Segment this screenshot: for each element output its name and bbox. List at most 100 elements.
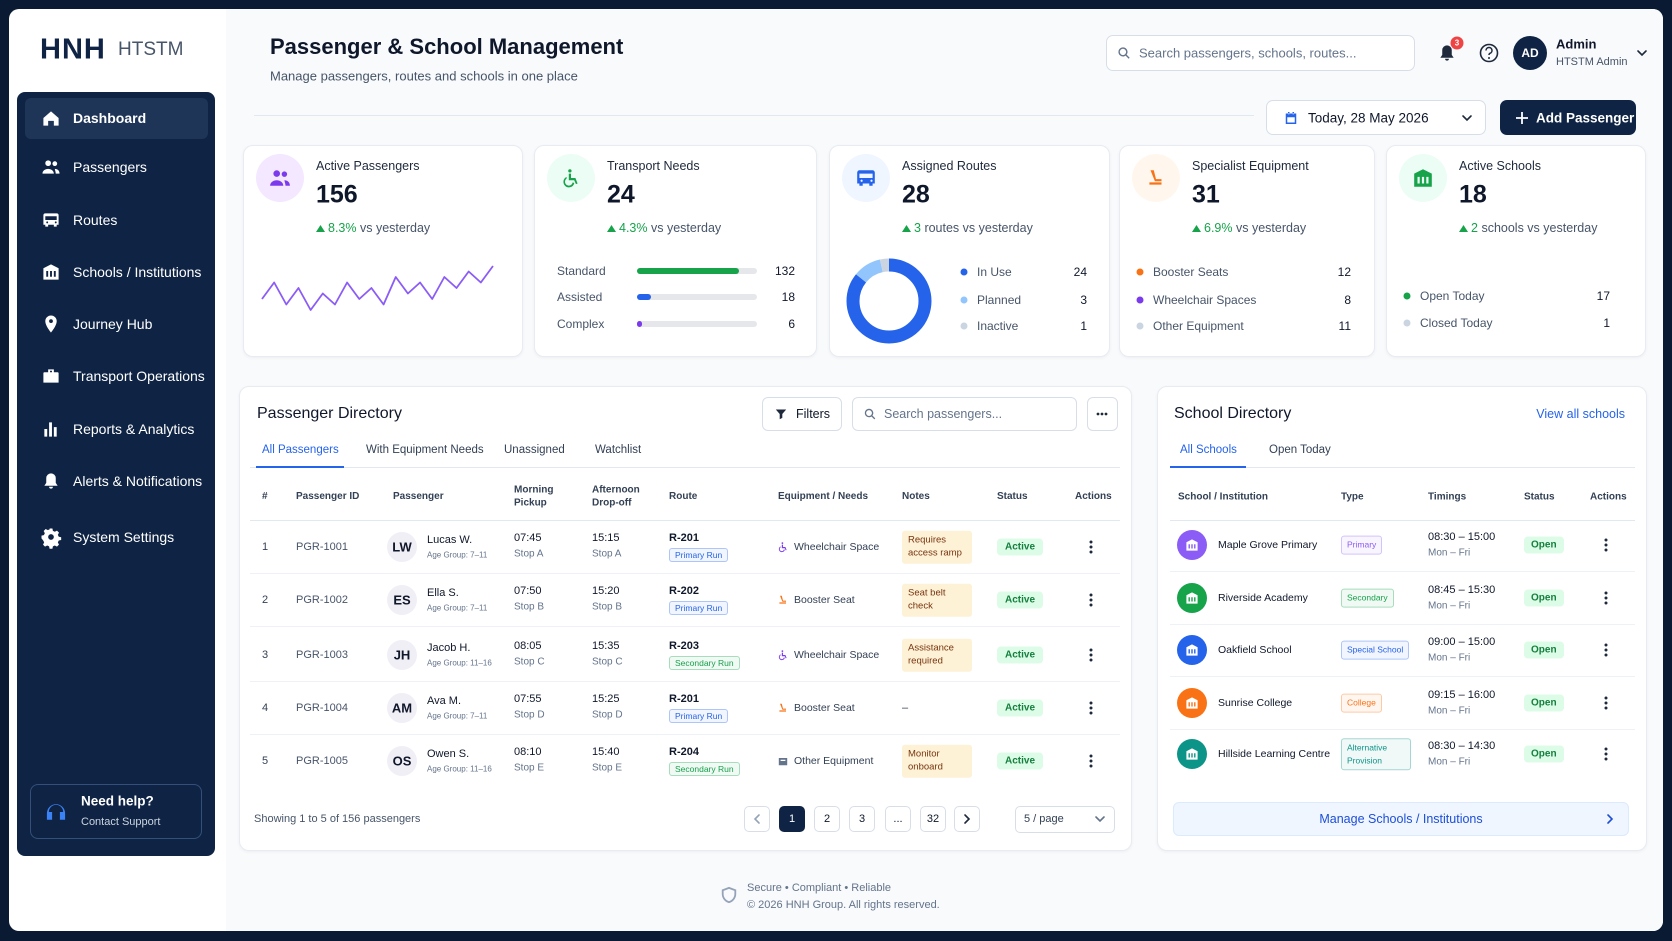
bar: [637, 268, 739, 274]
row-index: 1: [262, 541, 269, 553]
school-name: Hillside Learning Centre: [1218, 748, 1331, 760]
row-divider: [1170, 729, 1635, 730]
nav-item[interactable]: Dashboard: [73, 110, 147, 126]
date-picker[interactable]: [1266, 100, 1486, 135]
bar: [637, 321, 642, 327]
manage-schools-button[interactable]: [1173, 802, 1629, 836]
global-search[interactable]: [1106, 35, 1415, 71]
breakdown-value: 12: [1337, 265, 1351, 279]
more-button[interactable]: [1087, 397, 1118, 431]
column-header: Status: [1524, 491, 1555, 503]
row-divider: [250, 626, 1120, 627]
pickup-time: 07:45: [514, 532, 542, 544]
stat-value: 28: [902, 180, 930, 209]
page-button[interactable]: [920, 806, 946, 832]
page-button[interactable]: [885, 806, 911, 832]
breakdown-label: Wheelchair Spaces: [1153, 293, 1257, 307]
pickup-stop: Stop A: [514, 548, 544, 560]
column-header: Actions: [1075, 490, 1112, 502]
nav-item[interactable]: System Settings: [73, 529, 175, 545]
bar-track: [637, 294, 757, 300]
nav-item[interactable]: Reports & Analytics: [73, 421, 195, 437]
school-days: Mon – Fri: [1428, 652, 1471, 664]
change-value: 3: [914, 221, 921, 235]
page-number[interactable]: 1: [788, 813, 796, 825]
tab[interactable]: With Equipment Needs: [366, 444, 484, 456]
dropoff-time: 15:15: [592, 532, 620, 544]
breakdown-value: 24: [1073, 265, 1087, 279]
stat-change: 6.9% vs yesterday: [1204, 221, 1306, 235]
column-header: Timings: [1428, 491, 1467, 503]
notes: Requires access ramp: [902, 530, 972, 564]
page-button[interactable]: [779, 806, 805, 832]
page-prev[interactable]: [744, 806, 770, 832]
breakdown-value: 6: [788, 317, 795, 331]
change-text: vs yesterday: [359, 221, 431, 235]
tab[interactable]: All Passengers: [262, 444, 339, 456]
school-days: Mon – Fri: [1428, 705, 1471, 717]
nav-item[interactable]: Alerts & Notifications: [73, 473, 203, 489]
search-placeholder: Search passengers...: [884, 407, 1003, 421]
nav-item[interactable]: Transport Operations: [73, 368, 205, 384]
tab[interactable]: Open Today: [1269, 444, 1331, 456]
user-name: Admin: [1556, 36, 1597, 52]
filters-label: Filters: [796, 407, 831, 421]
avatar-initials: ES: [393, 592, 411, 608]
school-hours: 08:30 – 15:00: [1428, 531, 1496, 543]
bar: [637, 294, 651, 300]
breakdown-value: 18: [781, 290, 795, 304]
tab[interactable]: All Schools: [1180, 444, 1237, 456]
tab-divider: [1170, 467, 1635, 468]
nav-item[interactable]: Journey Hub: [73, 316, 153, 332]
passenger-name: Ava M.: [427, 695, 462, 707]
change-text: vs yesterday: [1235, 221, 1307, 235]
page-next[interactable]: [954, 806, 980, 832]
passenger-id: PGR-1002: [296, 594, 348, 606]
tab[interactable]: Unassigned: [504, 444, 565, 456]
age-group: Age Group: 7–11: [427, 603, 488, 613]
dropoff-stop: Stop C: [592, 656, 623, 668]
passenger-search[interactable]: [852, 397, 1077, 431]
school-name: Oakfield School: [1218, 644, 1292, 656]
status-badge: Open: [1524, 745, 1564, 763]
breakdown-value: 1: [1080, 319, 1087, 333]
page-button[interactable]: [814, 806, 840, 832]
page-number[interactable]: ...: [893, 813, 903, 825]
pickup-time: 08:05: [514, 640, 542, 652]
breakdown-label: Other Equipment: [1153, 319, 1244, 333]
passenger-id: PGR-1004: [296, 702, 348, 714]
nav-item[interactable]: Routes: [73, 212, 118, 228]
page-button[interactable]: [849, 806, 875, 832]
page-size: 5 / page: [1024, 813, 1064, 825]
tab-divider: [250, 467, 1120, 468]
page-number[interactable]: 32: [926, 813, 940, 825]
school-type: Special School: [1341, 640, 1410, 660]
page-number[interactable]: 3: [858, 813, 866, 825]
equipment: Wheelchair Space: [794, 649, 880, 661]
row-divider: [1170, 624, 1635, 625]
manage-schools-label[interactable]: Manage Schools / Institutions: [1319, 812, 1483, 826]
filters-button[interactable]: [762, 397, 842, 431]
row-divider: [250, 734, 1120, 735]
route-tag: Primary Run: [669, 601, 729, 615]
page-subtitle: Manage passengers, routes and schools in…: [270, 68, 578, 84]
stat-change: 8.3% vs yesterday: [328, 221, 430, 235]
school-type: Primary: [1341, 535, 1383, 555]
age-group: Age Group: 7–11: [427, 550, 488, 560]
school-hours: 09:15 – 16:00: [1428, 689, 1496, 701]
help-subtitle: Contact Support: [81, 816, 161, 828]
tab[interactable]: Watchlist: [595, 444, 642, 456]
tab-active-underline: [256, 466, 344, 468]
stat-label: Assigned Routes: [902, 159, 997, 173]
stat-change: 3 routes vs yesterday: [914, 221, 1033, 235]
nav-item[interactable]: Schools / Institutions: [73, 264, 202, 280]
dropoff-time: 15:25: [592, 693, 620, 705]
nav-item[interactable]: Passengers: [73, 159, 147, 175]
page-number[interactable]: 2: [823, 813, 831, 825]
view-all-link[interactable]: View all schools: [1536, 407, 1625, 421]
passenger-name: Ella S.: [427, 587, 459, 599]
passenger-id: PGR-1005: [296, 755, 348, 767]
help-card[interactable]: [30, 784, 202, 839]
breakdown-value: 3: [1080, 293, 1087, 307]
change-value: 8.3%: [328, 221, 357, 235]
